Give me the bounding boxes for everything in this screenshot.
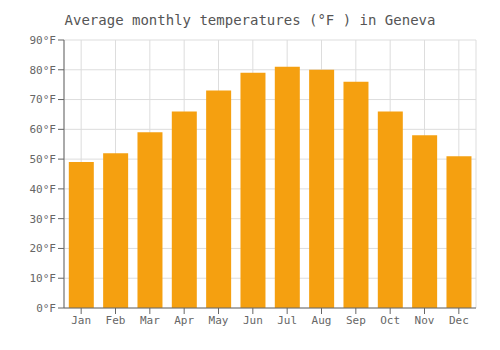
svg-text:0°F: 0°F: [36, 302, 56, 315]
svg-text:Jun: Jun: [243, 314, 263, 327]
svg-text:Oct: Oct: [380, 314, 400, 327]
svg-text:Nov: Nov: [415, 314, 435, 327]
svg-text:Apr: Apr: [174, 314, 194, 327]
svg-text:80°F: 80°F: [30, 64, 57, 77]
svg-text:Jan: Jan: [71, 314, 91, 327]
svg-text:Dec: Dec: [449, 314, 469, 327]
svg-text:60°F: 60°F: [30, 123, 57, 136]
svg-text:Sep: Sep: [346, 314, 366, 327]
svg-text:70°F: 70°F: [30, 93, 57, 106]
svg-text:Feb: Feb: [106, 314, 126, 327]
html-text:Average monthly temperatures (: Average monthly temperatures (°F ) in Ge…: [64, 12, 436, 28]
svg-text:20°F: 20°F: [30, 242, 57, 255]
svg-text:40°F: 40°F: [30, 183, 57, 196]
svg-text:10°F: 10°F: [30, 272, 57, 285]
svg-text:Mar: Mar: [140, 314, 160, 327]
svg-text:Aug: Aug: [312, 314, 332, 327]
svg-text:50°F: 50°F: [30, 153, 57, 166]
svg-text:90°F: 90°F: [30, 34, 57, 47]
svg-text:May: May: [209, 314, 229, 327]
svg-text:Jul: Jul: [277, 314, 297, 327]
svg-text:30°F: 30°F: [30, 213, 57, 226]
